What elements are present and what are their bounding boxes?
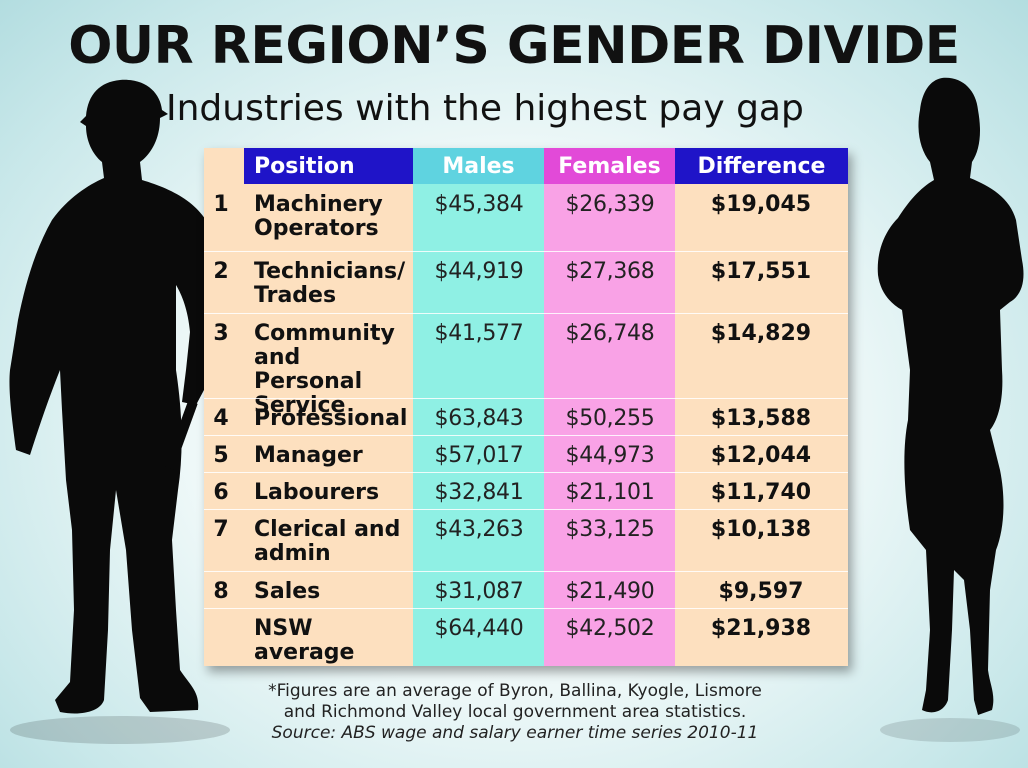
pay-gap-table: Position Males Females Difference 1 Machi…: [204, 148, 848, 666]
rank-number: 1: [213, 192, 229, 217]
male-worker-silhouette: [9, 79, 230, 744]
males-value: $64,440: [434, 616, 524, 641]
males-value: $44,919: [434, 259, 524, 284]
position-header: Position: [254, 154, 355, 179]
females-value: $50,255: [565, 406, 655, 431]
position-name: Community and Personal Service: [254, 322, 414, 418]
position-name-line: admin: [254, 541, 331, 566]
males-value: $41,577: [434, 321, 524, 346]
position-name: Technicians/Trades: [254, 260, 414, 308]
row-divider: [204, 509, 848, 510]
row-divider: [204, 608, 848, 609]
females-value: $21,101: [565, 480, 655, 505]
females-value: $33,125: [565, 517, 655, 542]
females-column-bg: [544, 148, 675, 666]
position-name-line: Professional: [254, 406, 408, 431]
footnote-line-2: and Richmond Valley local government are…: [283, 702, 747, 722]
difference-header: Difference: [697, 154, 826, 179]
position-header-cell: Position: [244, 148, 413, 184]
position-name-line: Community: [254, 321, 395, 346]
females-value: $26,748: [565, 321, 655, 346]
row-divider: [204, 571, 848, 572]
rank-number: 6: [213, 480, 229, 505]
difference-value: $21,938: [710, 616, 812, 641]
males-header-cell: Males: [413, 148, 544, 184]
position-name-line: Machinery: [254, 192, 383, 217]
rank-number: 8: [213, 579, 229, 604]
rank-number: 3: [213, 321, 229, 346]
position-name-line: and Personal: [254, 345, 363, 394]
difference-value: $10,138: [710, 517, 812, 542]
females-value: $42,502: [565, 616, 655, 641]
footnote: *Figures are an average of Byron, Ballin…: [150, 681, 880, 744]
rank-number: 2: [213, 259, 229, 284]
males-value: $63,843: [434, 406, 524, 431]
footnote-line-1: *Figures are an average of Byron, Ballin…: [268, 681, 762, 701]
footnote-source: Source: ABS wage and salary earner time …: [271, 723, 759, 743]
difference-value: $19,045: [710, 192, 812, 217]
row-divider: [204, 313, 848, 314]
position-name-line: NSW: [254, 616, 313, 641]
rank-number: 4: [213, 406, 229, 431]
difference-column-bg: [675, 148, 848, 666]
position-name-line: Operators: [254, 216, 379, 241]
males-value: $32,841: [434, 480, 524, 505]
position-name-line: average: [254, 640, 355, 665]
position-name: Machinery Operators: [254, 193, 414, 241]
difference-value: $14,829: [710, 321, 812, 346]
position-name-line: Service: [254, 393, 346, 418]
female-businesswoman-silhouette: [877, 77, 1024, 742]
males-column-bg: [413, 148, 544, 666]
males-value: $45,384: [434, 192, 524, 217]
position-name-line: Labourers: [254, 480, 380, 505]
females-value: $26,339: [565, 192, 655, 217]
page-subtitle: Industries with the highest pay gap: [166, 88, 804, 129]
position-name-line: Technicians/: [254, 259, 406, 284]
difference-header-cell: Difference: [675, 148, 848, 184]
row-divider: [204, 435, 848, 436]
difference-value: $11,740: [710, 480, 812, 505]
females-value: $27,368: [565, 259, 655, 284]
difference-value: $12,044: [710, 443, 812, 468]
position-name-line: Manager: [254, 443, 363, 468]
position-name: Sales: [254, 580, 414, 604]
position-name: Clerical and admin: [254, 518, 414, 566]
males-value: $43,263: [434, 517, 524, 542]
row-divider: [204, 251, 848, 252]
position-name: Professional: [254, 407, 414, 431]
position-name: Manager: [254, 444, 414, 468]
position-name: NSW average: [254, 617, 414, 665]
males-value: $57,017: [434, 443, 524, 468]
difference-value: $17,551: [710, 259, 812, 284]
page-title: OUR REGION’S GENDER DIVIDE: [68, 16, 960, 76]
difference-value: $9,597: [718, 579, 804, 604]
females-value: $44,973: [565, 443, 655, 468]
position-name-line: Clerical and: [254, 517, 401, 542]
position-column-bg: [204, 148, 413, 666]
row-divider: [204, 472, 848, 473]
position-name-line: Trades: [254, 283, 337, 308]
males-header: Males: [442, 154, 515, 179]
row-divider: [204, 398, 848, 399]
females-value: $21,490: [565, 579, 655, 604]
rank-number: 5: [213, 443, 229, 468]
difference-value: $13,588: [710, 406, 812, 431]
females-header: Females: [558, 154, 661, 179]
females-header-cell: Females: [544, 148, 675, 184]
males-value: $31,087: [434, 579, 524, 604]
position-name: Labourers: [254, 481, 414, 505]
rank-number: 7: [213, 517, 229, 542]
position-name-line: Sales: [254, 579, 321, 604]
